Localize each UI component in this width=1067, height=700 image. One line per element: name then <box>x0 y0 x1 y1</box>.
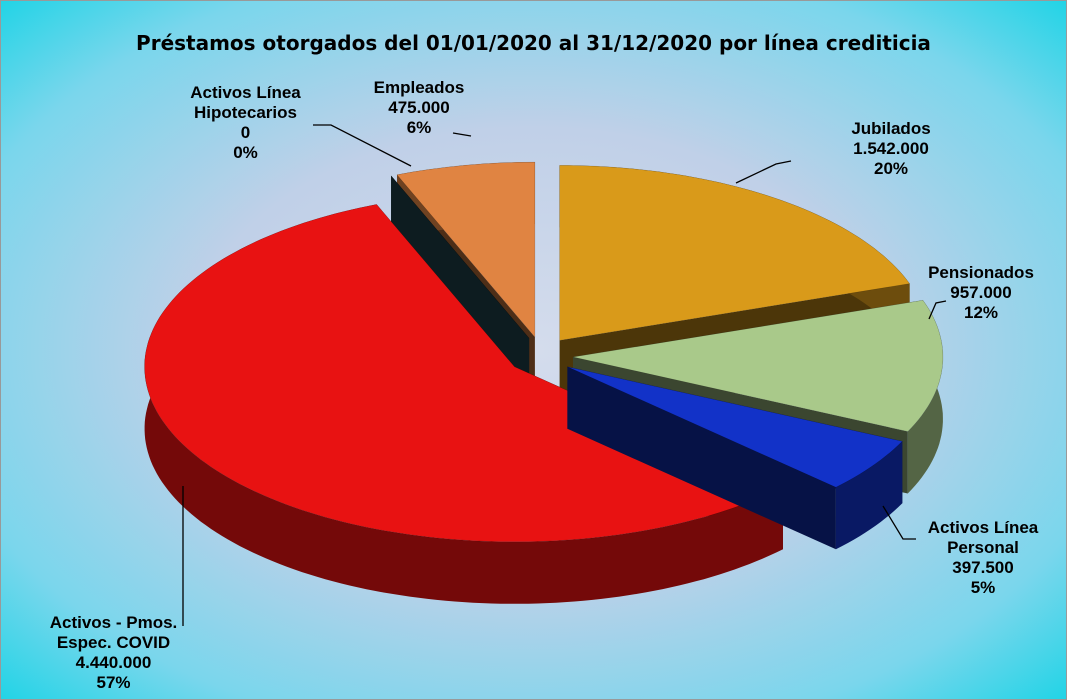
slice-label: Pensionados 957.000 12% <box>911 263 1051 323</box>
category: Activos Línea Hipotecarios <box>190 83 301 122</box>
value-label: 957.000 <box>950 283 1012 302</box>
percent-label: 6% <box>406 118 432 137</box>
slice-label: Activos - Pmos. Espec. COVID 4.440.000 57% <box>26 613 201 693</box>
slice-top <box>396 161 536 338</box>
slice-label: Empleados 475.000 6% <box>344 78 494 138</box>
category: Empleados <box>373 78 465 97</box>
leader-line <box>313 124 412 167</box>
category: Jubilados <box>851 119 931 138</box>
percent-label: 20% <box>873 159 909 178</box>
leader-line <box>452 132 472 137</box>
slice-top <box>559 165 911 341</box>
leader-line <box>928 300 947 320</box>
value-label: 397.500 <box>952 558 1014 577</box>
slice-wall <box>144 204 784 604</box>
slice-top <box>144 204 784 543</box>
slice-top <box>390 175 530 339</box>
slice-top <box>567 366 903 488</box>
slice-label: Jubilados 1.542.000 20% <box>821 119 961 179</box>
slice-top <box>572 300 944 432</box>
value-label: 4.440.000 <box>75 653 152 672</box>
slice <box>567 366 903 550</box>
value-label: 0 <box>240 123 251 142</box>
percent-label: 5% <box>970 578 996 597</box>
category: Pensionados <box>928 263 1034 282</box>
chart-title: Préstamos otorgados del 01/01/2020 al 31… <box>136 31 931 55</box>
leader-line <box>735 160 792 184</box>
percent-label: 57% <box>96 673 131 692</box>
value-label: 1.542.000 <box>853 139 929 158</box>
slice-label: Activos Línea Personal 397.500 5% <box>913 518 1053 598</box>
category: Activos - Pmos. Espec. COVID <box>49 613 178 652</box>
category: Activos Línea Personal <box>927 518 1039 557</box>
leader-line <box>882 505 916 540</box>
percent-label: 12% <box>963 303 999 322</box>
percent-label: 0% <box>233 143 258 162</box>
slice-side-face <box>567 366 836 550</box>
slice-label: Activos Línea Hipotecarios 0 0% <box>173 83 318 163</box>
leader-lines <box>182 124 947 626</box>
value-label: 475.000 <box>388 98 450 117</box>
slice-wall <box>835 441 903 550</box>
